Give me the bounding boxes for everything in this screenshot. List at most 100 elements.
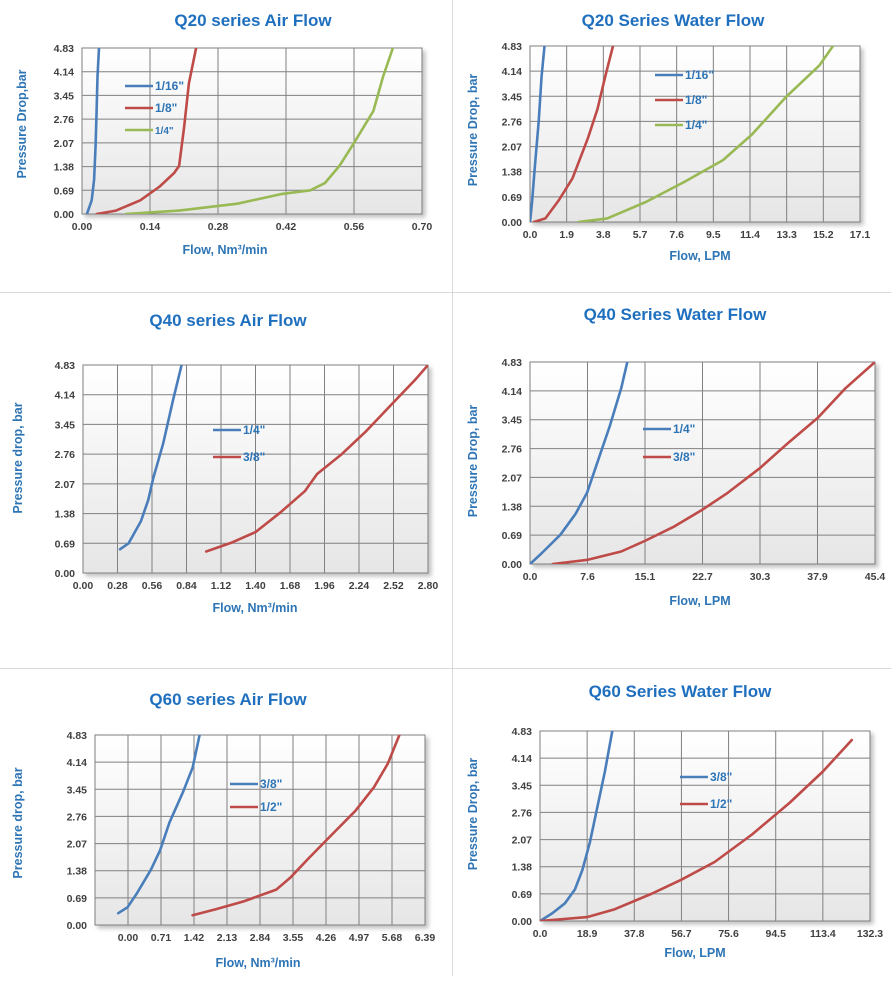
x-tick-label: 0.00 — [72, 221, 93, 233]
y-tick-label: 0.00 — [55, 568, 76, 580]
y-tick-label: 2.07 — [512, 835, 533, 847]
chart-q60-water: Q60 Series Water Flow 0.0 18.9 37.8 56.7 75.6… — [466, 682, 883, 960]
y-tick-label: 2.76 — [502, 116, 523, 128]
x-axis-label: Flow, Nm³/min — [213, 601, 298, 615]
y-axis-label: Pressure Drop, bar — [466, 74, 480, 187]
plot-area — [539, 730, 871, 922]
series-line-2 — [551, 362, 875, 564]
x-tick-label: 7.6 — [669, 229, 684, 241]
x-tick-label: 2.80 — [418, 580, 439, 592]
x-tick-label: 4.26 — [316, 932, 337, 944]
y-tick-label: 0.00 — [54, 209, 75, 221]
x-axis-label: Flow, LPM — [669, 249, 730, 263]
y-tick-label: 0.69 — [55, 538, 76, 550]
x-tick-label: 30.3 — [750, 571, 771, 583]
y-tick-label: 4.83 — [502, 357, 523, 369]
y-tick-label: 0.69 — [502, 192, 523, 204]
y-tick-label: 4.83 — [502, 41, 523, 53]
vertical-divider — [452, 0, 453, 976]
x-tick-label: 2.84 — [250, 932, 271, 944]
legend-label: 1/16" — [155, 79, 184, 93]
x-tick-label: 17.1 — [850, 229, 871, 241]
legend-label: 3/8" — [260, 777, 282, 791]
x-axis-label: Flow, Nm³/min — [216, 956, 301, 970]
y-tick-label: 4.14 — [54, 67, 75, 79]
horizontal-divider-2 — [0, 668, 891, 669]
legend-label: 1/4" — [243, 423, 265, 437]
x-tick-label: 2.13 — [217, 932, 238, 944]
y-tick-label: 4.14 — [502, 386, 523, 398]
y-axis-label: Pressure drop, bar — [11, 767, 25, 878]
chart-panel-q20-water: Q20 Series Water Flow 0.0 1.9 3.8 5.7 7.6 9.5 1… — [455, 0, 891, 290]
series-line-2 — [540, 738, 854, 921]
x-tick-label: 0.00 — [73, 580, 94, 592]
x-tick-label: 3.8 — [596, 229, 611, 241]
legend-label: 1/16" — [685, 68, 714, 82]
x-tick-label: 1.68 — [280, 580, 301, 592]
x-tick-label: 0.28 — [208, 221, 229, 233]
x-tick-label: 4.97 — [349, 932, 370, 944]
x-tick-label: 94.5 — [765, 928, 786, 940]
legend-label: 1/8" — [685, 93, 707, 107]
legend-label: 1/4" — [155, 126, 174, 137]
x-tick-label: 0.0 — [533, 928, 548, 940]
legend-label: 3/8" — [243, 450, 265, 464]
y-tick-label: 3.45 — [502, 415, 523, 427]
x-tick-label: 9.5 — [706, 229, 721, 241]
series-line-1 — [530, 46, 546, 222]
x-tick-label: 56.7 — [671, 928, 692, 940]
legend-label: 3/8" — [673, 450, 695, 464]
x-tick-label: 37.9 — [807, 571, 828, 583]
y-tick-label: 1.38 — [502, 167, 523, 179]
series-line-2 — [204, 365, 428, 553]
x-tick-label: 13.3 — [776, 229, 797, 241]
chart-title: Q40 series Air Flow — [149, 311, 307, 330]
y-tick-label: 0.00 — [512, 916, 533, 928]
chart-panel-q60-water: Q60 Series Water Flow 0.0 18.9 37.8 56.7 75.6… — [455, 675, 891, 976]
y-tick-label: 0.69 — [67, 893, 88, 905]
chart-q20-air: Q20 series Air Flow 0.00 0.14 0.28 0.42 0.56 0… — [15, 11, 432, 257]
x-tick-label: 0.14 — [140, 221, 161, 233]
x-tick-label: 113.4 — [810, 928, 836, 940]
series-line-2 — [191, 735, 401, 917]
x-tick-label: 0.00 — [118, 932, 139, 944]
y-tick-label: 2.76 — [54, 114, 75, 126]
horizontal-divider-1 — [0, 292, 891, 293]
y-tick-label: 2.07 — [502, 142, 523, 154]
x-tick-label: 1.96 — [314, 580, 335, 592]
y-tick-label: 3.45 — [502, 91, 523, 103]
chart-title: Q20 series Air Flow — [174, 11, 332, 30]
series-line-2 — [95, 48, 198, 214]
x-axis-label: Flow, LPM — [669, 594, 730, 608]
y-tick-label: 4.14 — [502, 66, 523, 78]
legend-label: 1/4" — [685, 118, 707, 132]
legend-label: 1/2" — [260, 800, 282, 814]
y-tick-label: 0.00 — [502, 559, 523, 571]
legend-label: 1/4" — [673, 422, 695, 436]
chart-title: Q60 series Air Flow — [149, 690, 307, 709]
legend-label: 1/8" — [155, 101, 177, 115]
y-tick-label: 0.69 — [512, 889, 533, 901]
chart-q40-air: Q40 series Air Flow 0.00 0.28 0.56 0.84 1.12 1… — [11, 311, 439, 615]
x-tick-label: 5.7 — [633, 229, 648, 241]
x-tick-label: 1.42 — [184, 932, 205, 944]
plot-area — [529, 45, 861, 223]
x-tick-label: 2.24 — [349, 580, 370, 592]
y-tick-label: 1.38 — [512, 862, 533, 874]
y-tick-label: 4.14 — [55, 390, 76, 402]
y-tick-label: 2.07 — [502, 472, 523, 484]
y-tick-label: 2.07 — [55, 479, 76, 491]
series-line-1 — [118, 365, 183, 551]
chart-q20-water: Q20 Series Water Flow 0.0 1.9 3.8 5.7 7.6 9.5 1… — [466, 11, 871, 263]
y-tick-label: 4.83 — [67, 730, 88, 742]
y-axis-label: Pressure Drop,bar — [15, 69, 29, 178]
x-tick-label: 75.6 — [718, 928, 739, 940]
y-tick-label: 2.76 — [55, 449, 76, 461]
x-tick-label: 1.9 — [559, 229, 574, 241]
series-line-3 — [576, 46, 835, 222]
y-tick-label: 1.38 — [502, 501, 523, 513]
chart-panel-q40-water: Q40 Series Water Flow 0.0 7.6 15.1 22.7 30.3 3… — [455, 300, 891, 620]
x-tick-label: 15.1 — [635, 571, 656, 583]
x-tick-label: 5.68 — [382, 932, 403, 944]
y-tick-label: 1.38 — [55, 509, 76, 521]
